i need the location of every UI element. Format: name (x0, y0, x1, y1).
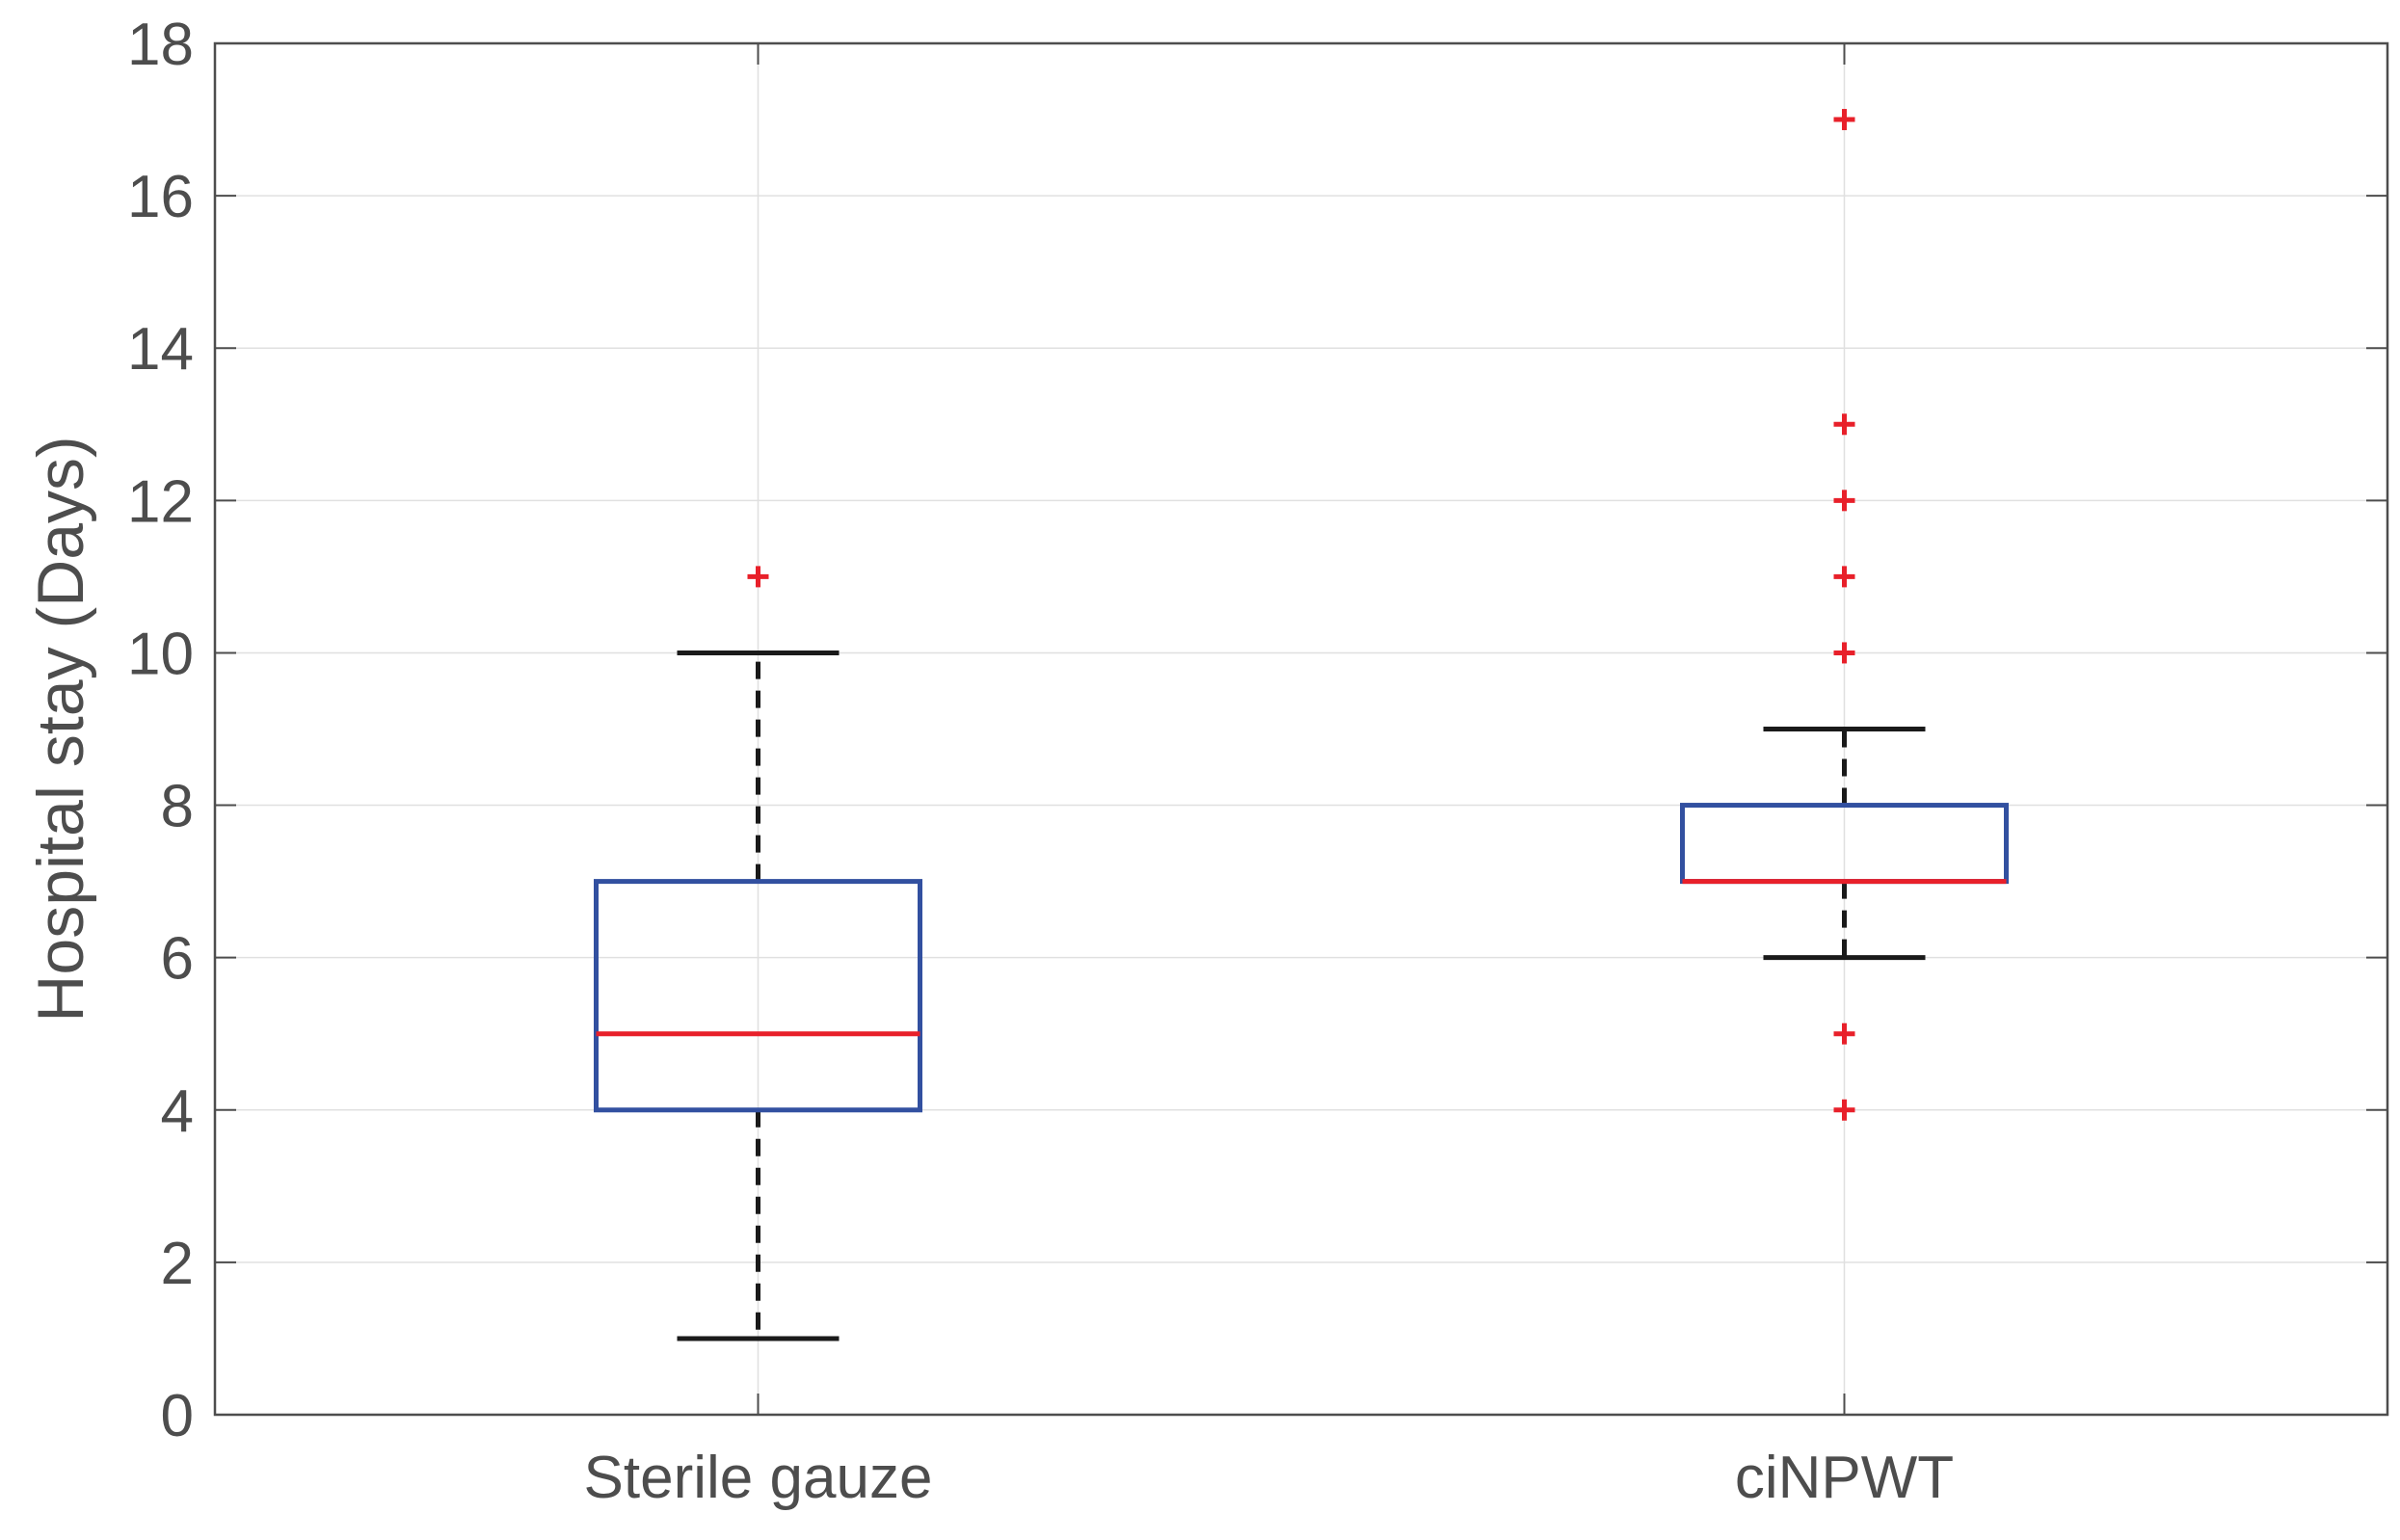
y-tick-label: 12 (127, 468, 194, 535)
x-category-label: Sterile gauze (584, 1445, 933, 1511)
y-tick-label: 10 (127, 621, 194, 687)
outlier-marker (1833, 109, 1855, 131)
boxes-layer (594, 109, 2009, 1341)
box-group (594, 566, 922, 1341)
x-category-label: ciNPWT (1735, 1445, 1954, 1511)
outlier-marker (1833, 413, 1855, 436)
y-tick-label: 2 (161, 1231, 194, 1297)
y-tick-label: 14 (127, 316, 194, 383)
outlier-marker (1833, 566, 1855, 588)
y-tick-label: 18 (127, 12, 194, 78)
y-tick-label: 8 (161, 774, 194, 840)
box-group (1680, 109, 2009, 1121)
outlier-marker (1833, 1022, 1855, 1045)
y-tick-label: 0 (161, 1383, 194, 1449)
y-axis-label: Hospital stay (Days) (24, 436, 97, 1022)
outlier-marker (1833, 490, 1855, 512)
plot-frame (213, 41, 2389, 1417)
iqr-box (594, 879, 922, 1113)
labels-layer: 0 2 4 6 8 10 12 14 16 18 Sterile gauze ciNPWT (127, 12, 1954, 1511)
y-tick-label: 16 (127, 164, 194, 230)
grid-layer (215, 43, 2387, 1415)
y-tick-label: 6 (161, 926, 194, 993)
outlier-marker (747, 566, 769, 588)
axes-layer (213, 41, 2389, 1417)
outlier-marker (1833, 642, 1855, 664)
y-tick-label: 4 (161, 1078, 194, 1145)
outlier-marker (1833, 1099, 1855, 1121)
